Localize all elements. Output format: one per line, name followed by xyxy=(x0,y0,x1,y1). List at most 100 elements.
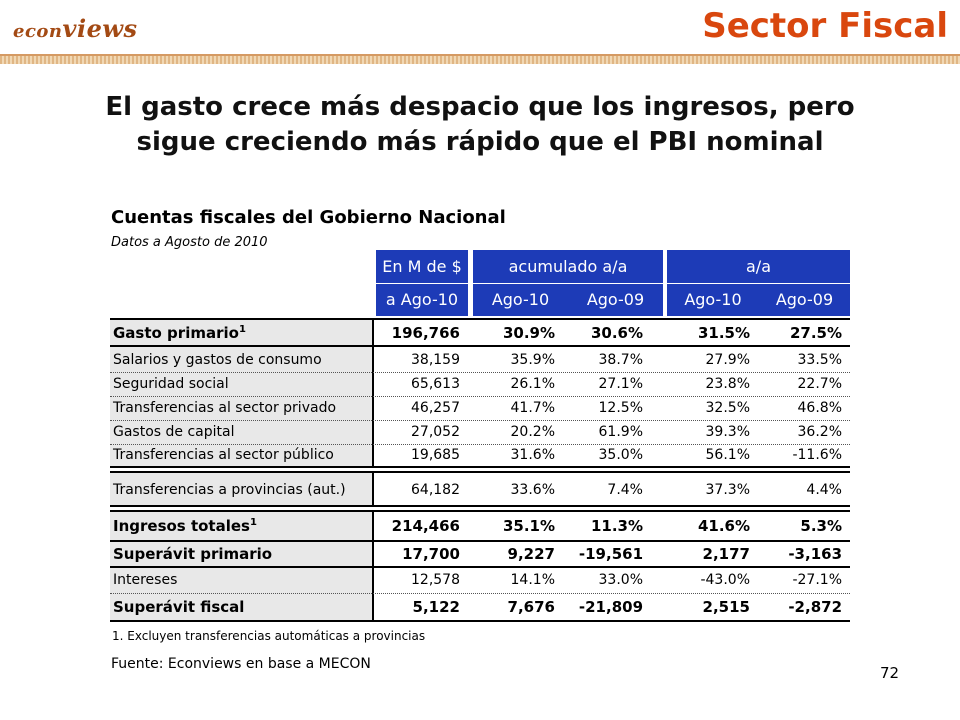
header-divider-1 xyxy=(376,283,468,284)
row-divider xyxy=(110,396,850,397)
row-label: Transferencias al sector privado xyxy=(113,400,337,416)
header-col-1: a Ago-10 xyxy=(385,290,459,309)
cell-value: 38.7% xyxy=(598,352,643,368)
header-divider xyxy=(0,54,960,64)
cell-value: 27.1% xyxy=(598,376,643,392)
header-col-5: Ago-09 xyxy=(775,290,834,309)
econviews-logo: econviews xyxy=(13,14,138,43)
cell-value: 35.1% xyxy=(502,517,555,535)
cell-value: 7,676 xyxy=(507,598,555,616)
cell-value: 11.3% xyxy=(590,517,643,535)
source-note: Fuente: Econviews en base a MECON xyxy=(111,656,371,672)
cell-value: 41.6% xyxy=(697,517,750,535)
cell-value: 35.9% xyxy=(510,352,555,368)
cell-value: 14.1% xyxy=(510,572,555,588)
label-shade-expenses xyxy=(110,318,374,468)
cell-value: 5.3% xyxy=(800,517,842,535)
cell-value: 46,257 xyxy=(411,400,460,416)
table-row: Ingresos totales1 214,466 35.1% 11.3% 41… xyxy=(110,514,850,537)
cell-value: 2,515 xyxy=(702,598,750,616)
header-col-2: Ago-10 xyxy=(491,290,550,309)
cell-value: 32.5% xyxy=(705,400,750,416)
footnote-marker: 1 xyxy=(249,517,257,528)
cell-value: 27,052 xyxy=(411,424,460,440)
table-row: Transferencias al sector público 19,685 … xyxy=(110,444,850,467)
table-row: Transferencias al sector privado 46,257 … xyxy=(110,397,850,420)
table-rule xyxy=(110,466,850,468)
cell-value: 31.6% xyxy=(510,447,555,463)
row-label: Superávit primario xyxy=(113,545,273,563)
cell-value: -21,809 xyxy=(578,598,643,616)
cell-value: 27.5% xyxy=(789,324,842,342)
table-row: Gasto primario1 196,766 30.9% 30.6% 31.5… xyxy=(110,321,850,344)
cell-value: 19,685 xyxy=(411,447,460,463)
table-row: Superávit fiscal 5,122 7,676 -21,809 2,5… xyxy=(110,595,850,618)
header-divider-3 xyxy=(667,283,850,284)
cell-value: -11.6% xyxy=(792,447,842,463)
table-rule xyxy=(110,505,850,507)
cell-value: 27.9% xyxy=(705,352,750,368)
table-row: Salarios y gastos de consumo 38,159 35.9… xyxy=(110,349,850,372)
cell-value: 196,766 xyxy=(391,324,460,342)
cell-value: -3,163 xyxy=(788,545,842,563)
cell-value: 26.1% xyxy=(510,376,555,392)
table-row: Transferencias a provincias (aut.) 64,18… xyxy=(110,479,850,502)
cell-value: 30.6% xyxy=(590,324,643,342)
header-group-1: En M de $ xyxy=(382,257,462,276)
section-title: Sector Fiscal xyxy=(702,6,948,46)
table-row: Seguridad social 65,613 26.1% 27.1% 23.8… xyxy=(110,373,850,396)
header-col-3: Ago-09 xyxy=(586,290,645,309)
table-rule xyxy=(110,318,850,320)
row-label: Seguridad social xyxy=(113,376,229,392)
cell-value: 38,159 xyxy=(411,352,460,368)
row-label: Superávit fiscal xyxy=(113,598,245,616)
cell-value: 61.9% xyxy=(598,424,643,440)
cell-value: 23.8% xyxy=(705,376,750,392)
cell-value: 65,613 xyxy=(411,376,460,392)
table-row: Superávit primario 17,700 9,227 -19,561 … xyxy=(110,542,850,565)
cell-value: 30.9% xyxy=(502,324,555,342)
cell-value: -2,872 xyxy=(788,598,842,616)
table-title: Cuentas fiscales del Gobierno Nacional xyxy=(111,207,506,228)
cell-value: 9,227 xyxy=(507,545,555,563)
cell-value: 35.0% xyxy=(598,447,643,463)
cell-value: 33.6% xyxy=(510,482,555,498)
cell-value: 20.2% xyxy=(510,424,555,440)
table-rule xyxy=(110,620,850,622)
header-divider-2 xyxy=(473,283,663,284)
cell-value: 5,122 xyxy=(412,598,460,616)
row-divider xyxy=(110,593,850,594)
logo-prefix: econ xyxy=(13,21,63,42)
cell-value: 39.3% xyxy=(705,424,750,440)
cell-value: 37.3% xyxy=(705,482,750,498)
footnote-marker: 1 xyxy=(238,324,246,335)
cell-value: 12.5% xyxy=(598,400,643,416)
table-row: Intereses 12,578 14.1% 33.0% -43.0% -27.… xyxy=(110,569,850,592)
cell-value: 31.5% xyxy=(697,324,750,342)
row-label: Salarios y gastos de consumo xyxy=(113,352,322,368)
cell-value: 64,182 xyxy=(411,482,460,498)
row-label: Transferencias a provincias (aut.) xyxy=(113,482,346,498)
row-label: Transferencias al sector público xyxy=(113,447,334,463)
label-shade-provinces xyxy=(110,473,374,507)
headline-line-1: El gasto crece más despacio que los ingr… xyxy=(105,92,855,122)
cell-value: 46.8% xyxy=(797,400,842,416)
table-rule xyxy=(110,471,850,473)
cell-value: 22.7% xyxy=(797,376,842,392)
table-rule xyxy=(110,510,850,512)
cell-value: 17,700 xyxy=(402,545,460,563)
row-label: Ingresos totales1 xyxy=(113,517,257,535)
cell-value: 2,177 xyxy=(702,545,750,563)
column-separator xyxy=(372,473,374,507)
page-headline: El gasto crece más despacio que los ingr… xyxy=(40,90,920,160)
row-divider xyxy=(110,444,850,445)
cell-value: 7.4% xyxy=(607,482,643,498)
cell-value: 12,578 xyxy=(411,572,460,588)
logo-suffix: views xyxy=(62,14,138,43)
cell-value: 4.4% xyxy=(806,482,842,498)
table-rule xyxy=(110,540,850,542)
cell-value: 33.0% xyxy=(598,572,643,588)
row-label: Gasto primario1 xyxy=(113,324,246,342)
table-subtitle: Datos a Agosto de 2010 xyxy=(111,235,268,250)
table-row: Gastos de capital 27,052 20.2% 61.9% 39.… xyxy=(110,421,850,444)
